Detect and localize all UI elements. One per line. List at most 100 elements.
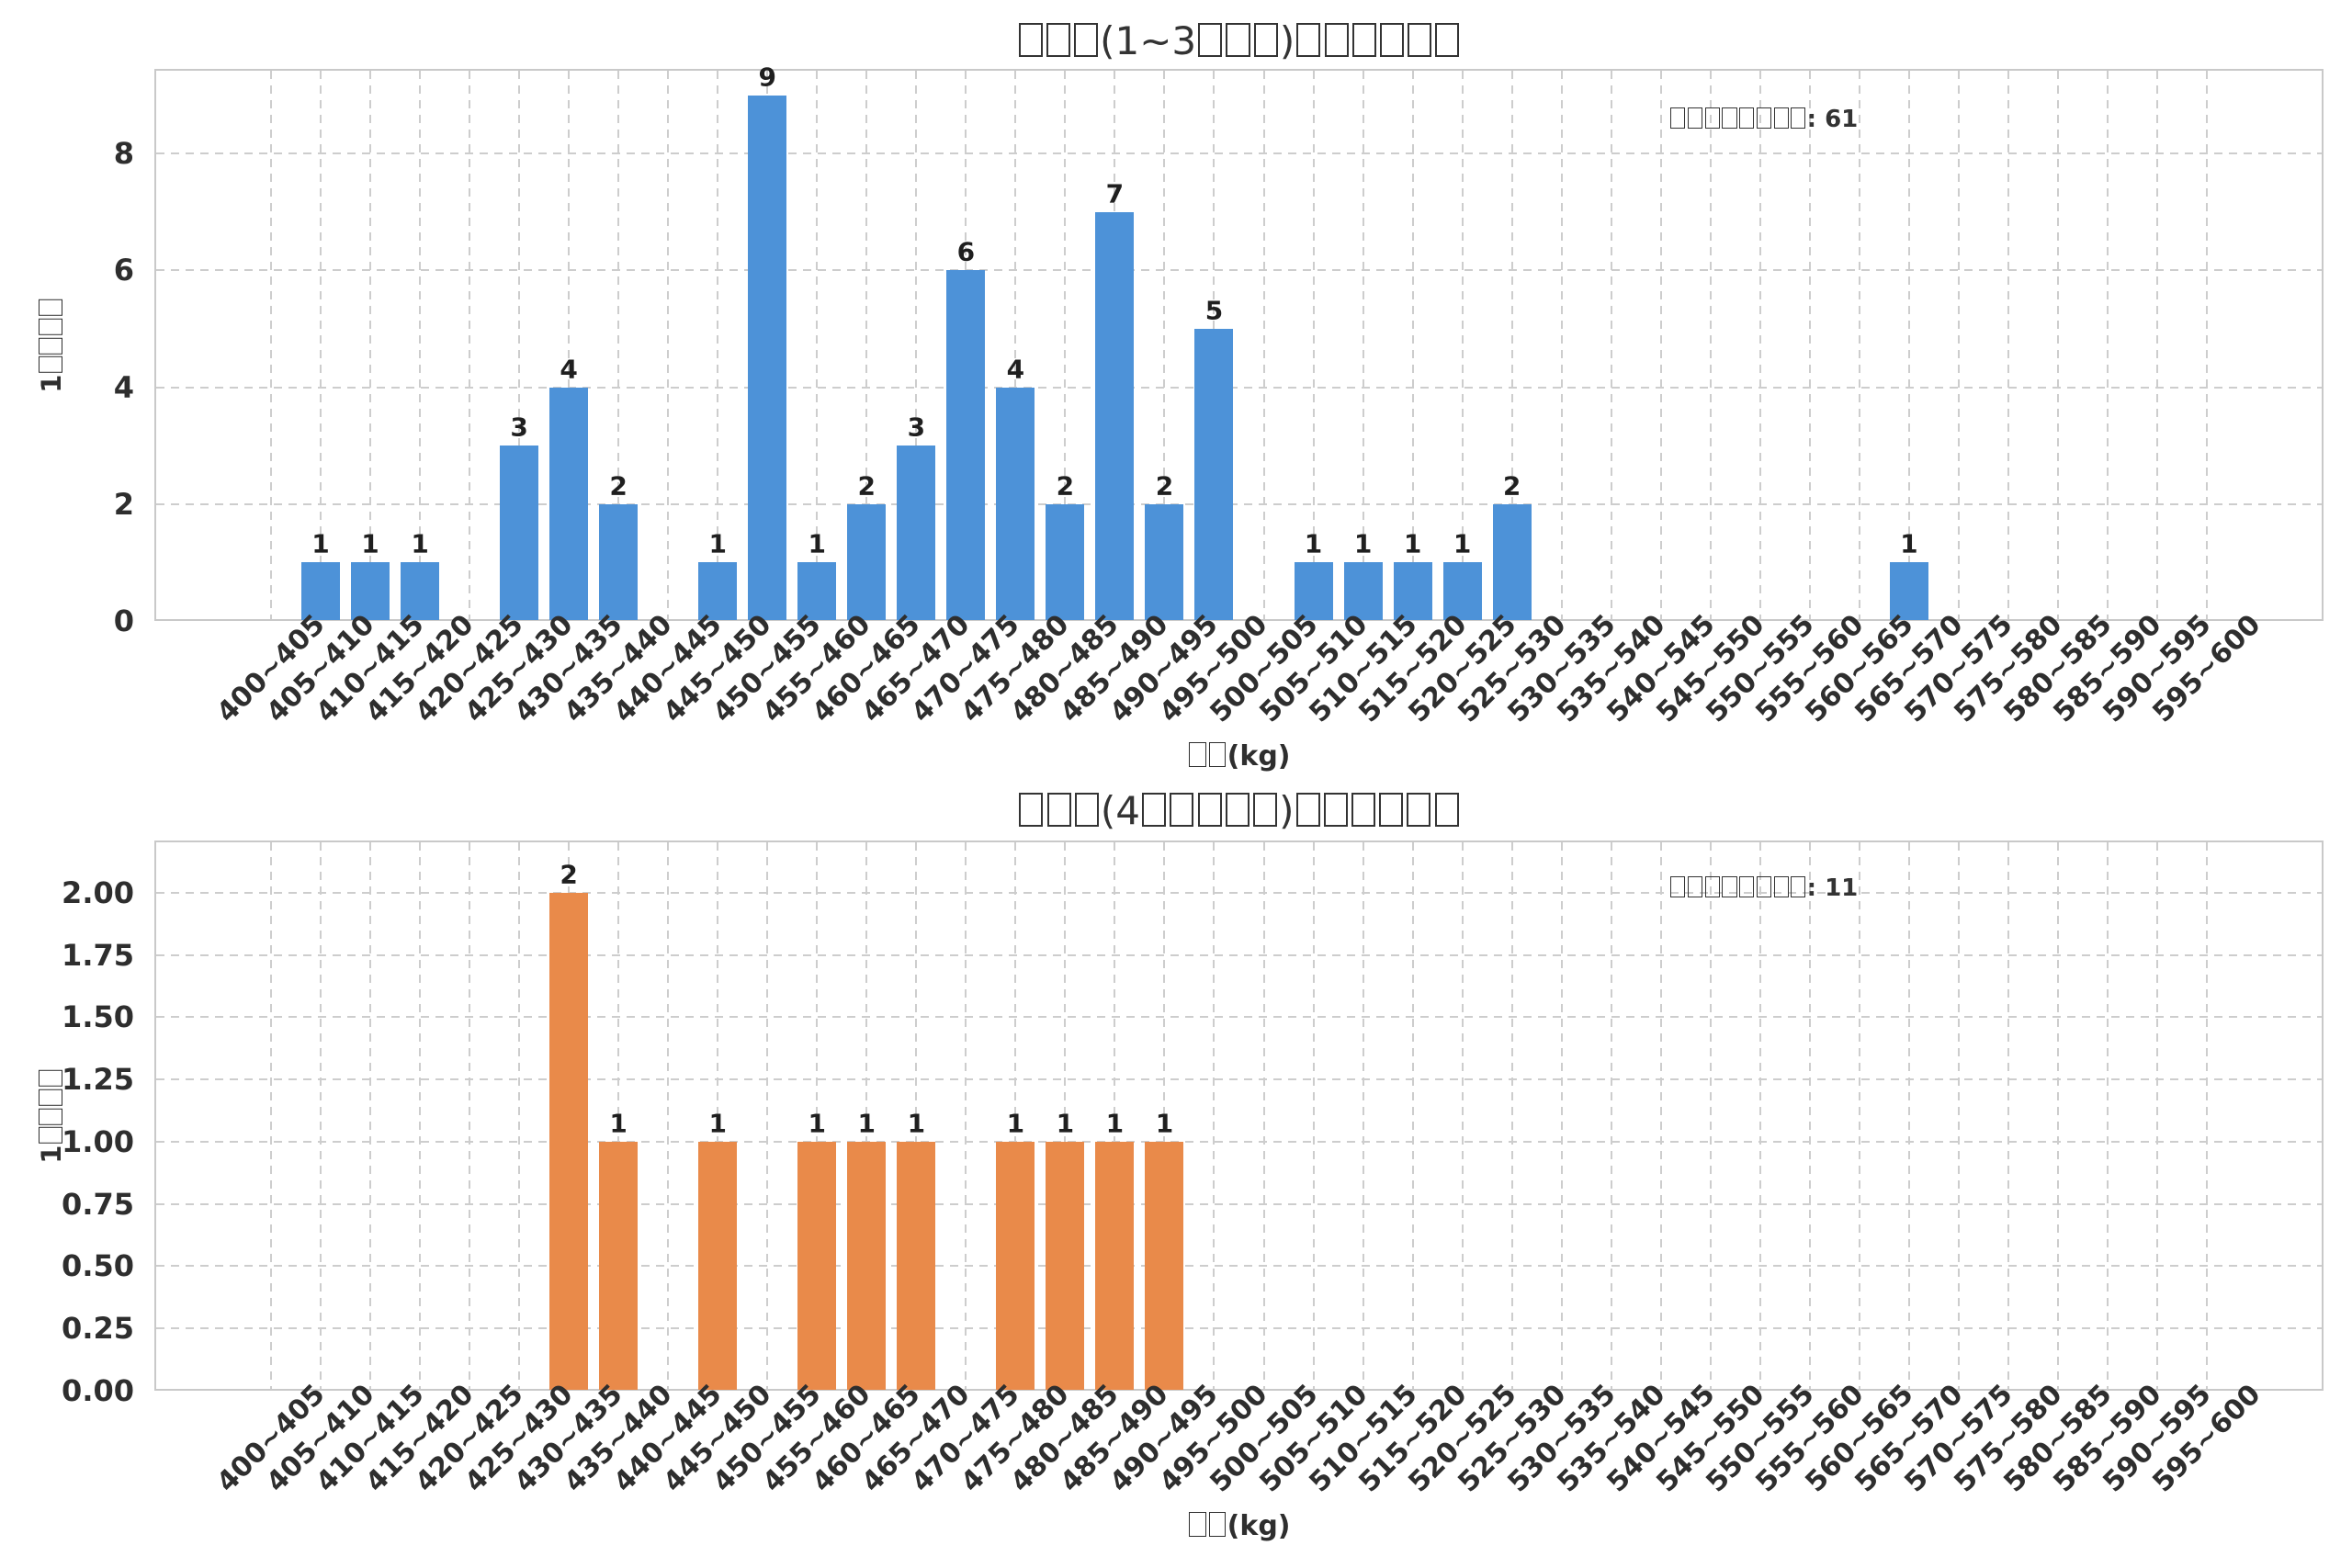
- bar: [847, 1141, 887, 1390]
- y-tick-label: 1.25: [62, 1062, 134, 1098]
- grid-vline: [369, 842, 372, 1389]
- total-count-annotation: : 61: [1669, 106, 1858, 133]
- bar: [549, 387, 589, 620]
- grid-vline: [1262, 842, 1265, 1389]
- tofu-box: [39, 1107, 62, 1124]
- grid-vline: [1808, 71, 1811, 619]
- bar: [599, 503, 639, 620]
- grid-vline: [667, 842, 670, 1389]
- grid-vline: [1064, 842, 1067, 1389]
- grid-vline: [2206, 71, 2208, 619]
- tofu-box: [1188, 742, 1206, 767]
- grid-vline: [2155, 842, 2158, 1389]
- grid-vline: [1064, 71, 1067, 619]
- bar-value-label: 2: [1056, 470, 1075, 502]
- bar-value-label: 1: [1353, 528, 1373, 559]
- tofu-box: [1142, 792, 1167, 827]
- tofu-box: [1379, 792, 1404, 827]
- grid-vline: [865, 842, 868, 1389]
- y-tick-label: 2.00: [62, 874, 134, 910]
- grid-vline: [717, 71, 719, 619]
- grid-vline: [1312, 71, 1315, 619]
- bar-value-label: 1: [311, 528, 330, 559]
- tofu-box: [1170, 792, 1194, 827]
- grid-vline: [419, 842, 422, 1389]
- grid-hline: [156, 269, 2322, 272]
- bar: [698, 562, 738, 620]
- bar-value-label: 3: [510, 412, 528, 443]
- bar-value-label: 4: [1006, 354, 1025, 385]
- grid-vline: [1610, 842, 1612, 1389]
- grid-vline: [270, 842, 272, 1389]
- tofu-box: [39, 336, 62, 354]
- bar: [1294, 562, 1333, 620]
- tofu-box: [1739, 875, 1755, 897]
- grid-hline: [156, 1140, 2322, 1143]
- grid-vline: [1858, 71, 1860, 619]
- tofu-box: [1295, 792, 1320, 827]
- bar-value-label: 1: [808, 528, 827, 559]
- bar: [1095, 1141, 1135, 1390]
- x-axis-label: (kg): [154, 740, 2324, 773]
- grid-vline: [2155, 71, 2158, 619]
- grid-vline: [469, 71, 471, 619]
- bar: [847, 503, 887, 620]
- bar-value-label: 1: [907, 1108, 926, 1139]
- grid-vline: [1114, 842, 1116, 1389]
- tofu-box: [1407, 792, 1431, 827]
- tofu-box: [1688, 875, 1703, 897]
- grid-vline: [419, 71, 422, 619]
- bar: [996, 1141, 1035, 1390]
- bar-value-label: 2: [609, 470, 628, 502]
- y-tick-label: 2: [113, 486, 134, 522]
- grid-vline: [1461, 842, 1464, 1389]
- bar: [1442, 562, 1482, 620]
- grid-vline: [320, 842, 322, 1389]
- grid-vline: [865, 71, 868, 619]
- y-tick-label: 6: [113, 253, 134, 288]
- grid-vline: [915, 71, 918, 619]
- tofu-box: [1408, 22, 1432, 57]
- bar: [748, 95, 787, 620]
- grid-vline: [518, 842, 521, 1389]
- y-tick-label: 0.00: [62, 1373, 134, 1408]
- bar: [1145, 1141, 1184, 1390]
- tofu-box: [1197, 792, 1222, 827]
- bar-value-label: 2: [1155, 470, 1174, 502]
- grid-vline: [1957, 842, 1960, 1389]
- bar-value-label: 1: [1105, 1108, 1125, 1139]
- grid-vline: [2106, 842, 2109, 1389]
- tofu-box: [1323, 792, 1348, 827]
- bar-value-label: 1: [1056, 1108, 1075, 1139]
- tofu-box: [1198, 22, 1223, 57]
- bar: [797, 562, 837, 620]
- bar-value-label: 1: [808, 1108, 827, 1139]
- bar-value-label: 1: [1453, 528, 1472, 559]
- tofu-box: [39, 355, 62, 373]
- bar-value-label: 1: [1155, 1108, 1174, 1139]
- bar-value-label: 2: [560, 859, 578, 890]
- bar-value-label: 2: [857, 470, 876, 502]
- bar: [599, 1141, 639, 1390]
- tofu-box: [39, 299, 62, 316]
- grid-vline: [1213, 842, 1216, 1389]
- y-tick-label: 1.00: [62, 1123, 134, 1159]
- grid-vline: [1461, 71, 1464, 619]
- tofu-box: [1756, 107, 1771, 129]
- x-axis-label: (kg): [154, 1510, 2324, 1542]
- bar: [1194, 329, 1234, 620]
- bar-value-label: 2: [1502, 470, 1521, 502]
- y-tick-label: 0.75: [62, 1186, 134, 1222]
- tofu-box: [1296, 22, 1321, 57]
- bar: [351, 562, 390, 620]
- tofu-box: [1208, 1512, 1227, 1537]
- grid-vline: [717, 842, 719, 1389]
- grid-vline: [617, 842, 620, 1389]
- bar-value-label: 1: [708, 528, 727, 559]
- grid-vline: [667, 71, 670, 619]
- chart-title: (1~3): [154, 18, 2324, 63]
- y-tick-label: 1.75: [62, 937, 134, 973]
- grid-vline: [2206, 842, 2208, 1389]
- tofu-box: [1791, 107, 1806, 129]
- chart-title: (4): [154, 788, 2324, 833]
